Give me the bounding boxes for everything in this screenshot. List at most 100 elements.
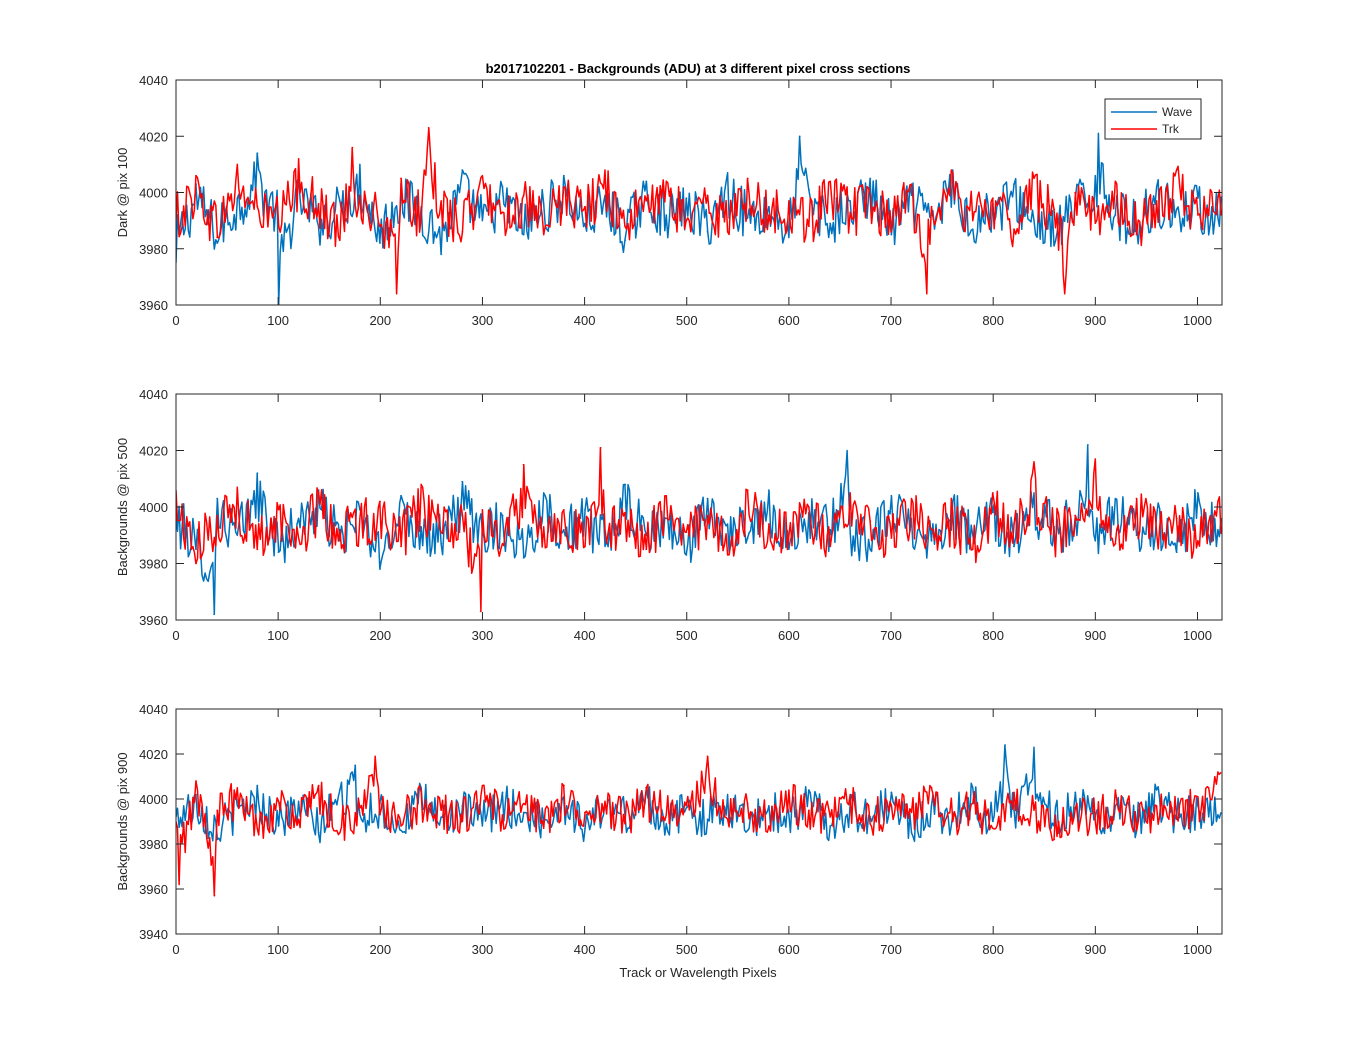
data-point-wave (584, 509, 586, 511)
data-point-trk (502, 814, 504, 816)
data-point-trk (359, 194, 361, 196)
x-tick-label: 1000 (1183, 313, 1212, 328)
data-point-wave (1033, 746, 1035, 748)
x-tick-label: 400 (574, 628, 596, 643)
data-point-wave (1176, 551, 1178, 553)
data-point-wave (645, 180, 647, 182)
data-point-trk (257, 548, 259, 551)
x-axis-label: Track or Wavelength Pixels (619, 965, 777, 980)
data-point-wave (277, 551, 279, 553)
data-point-trk (427, 127, 429, 129)
data-point-trk (727, 231, 729, 233)
data-point-wave (236, 534, 238, 536)
data-point-trk (727, 554, 729, 556)
data-point-trk (257, 206, 259, 208)
data-point-trk (277, 225, 279, 227)
data-point-wave (767, 489, 770, 491)
data-point-trk (216, 514, 218, 517)
y-axis-label: Dark @ pix 100 (115, 148, 130, 238)
data-point-trk (686, 220, 688, 222)
data-point-wave (706, 497, 708, 500)
data-point-wave (910, 832, 913, 834)
data-point-wave (298, 800, 300, 802)
x-tick-label: 0 (172, 628, 179, 643)
data-point-trk (379, 814, 381, 816)
data-point-trk (214, 895, 216, 897)
data-point-wave (767, 805, 770, 807)
data-point-wave (747, 829, 749, 832)
data-point-trk (461, 514, 463, 517)
data-point-trk (441, 531, 443, 534)
data-point-trk (1013, 791, 1015, 793)
y-tick-label: 3960 (139, 298, 168, 313)
x-tick-label: 600 (778, 942, 800, 957)
panel-2: 0 100 200 300 400 500 600 700 800 900 1000 3960 3980… (115, 387, 1223, 643)
data-point-trk (604, 800, 606, 802)
y-tick-label: 4040 (139, 387, 168, 402)
data-point-wave (706, 818, 708, 820)
y-tick-label: 4000 (139, 186, 168, 201)
data-point-trk (992, 827, 994, 829)
data-point-trk (604, 169, 606, 171)
data-point-wave (195, 793, 197, 796)
x-tick-label: 700 (880, 313, 902, 328)
y-tick-label: 4020 (139, 747, 168, 762)
x-tick-label: 800 (982, 628, 1004, 643)
data-point-wave (1033, 492, 1035, 494)
x-tick-label: 1000 (1183, 628, 1212, 643)
data-point-wave (808, 789, 810, 791)
data-point-wave (788, 236, 790, 239)
data-point-trk (563, 186, 565, 188)
data-point-wave (400, 495, 402, 497)
data-point-wave (257, 784, 259, 787)
data-point-wave (216, 242, 218, 244)
data-point-trk (318, 203, 320, 205)
data-point-trk (543, 526, 545, 528)
data-point-trk (931, 529, 933, 531)
data-point-trk (396, 293, 398, 295)
data-point-trk (1033, 461, 1035, 463)
data-point-wave (1013, 809, 1015, 811)
x-tick-label: 900 (1084, 313, 1106, 328)
data-point-trk (420, 217, 422, 219)
legend-label-trk: Trk (1162, 122, 1180, 136)
data-point-trk (1156, 805, 1158, 807)
y-tick-label: 3980 (139, 837, 168, 852)
data-point-wave (1115, 497, 1117, 500)
data-point-wave (522, 811, 524, 814)
data-point-wave (890, 495, 892, 497)
data-point-wave (1094, 175, 1096, 177)
x-tick-label: 300 (472, 313, 494, 328)
data-point-wave (481, 220, 483, 222)
data-point-wave (584, 827, 586, 829)
series-line-trk (176, 127, 1222, 295)
data-point-trk (400, 545, 402, 548)
data-point-trk (1064, 293, 1066, 295)
data-point-trk (1013, 228, 1015, 230)
data-point-trk (747, 177, 749, 179)
data-point-wave (1156, 789, 1158, 791)
data-point-trk (747, 802, 749, 805)
data-point-trk (298, 818, 300, 820)
data-point-trk (236, 486, 238, 488)
data-point-wave (461, 805, 463, 807)
x-tick-label: 500 (676, 313, 698, 328)
data-point-trk (600, 447, 602, 449)
data-point-trk (359, 807, 361, 809)
data-point-wave (195, 548, 197, 551)
data-point-wave (1033, 220, 1035, 222)
data-point-trk (441, 809, 443, 811)
data-point-wave (665, 823, 667, 825)
data-point-trk (1115, 789, 1117, 791)
data-point-trk (195, 562, 197, 565)
data-point-wave (502, 791, 504, 793)
data-point-wave (379, 802, 381, 805)
data-point-trk (1074, 191, 1076, 194)
data-point-wave (1135, 534, 1137, 536)
data-point-wave (420, 526, 422, 528)
data-point-wave (354, 764, 356, 766)
x-tick-label: 400 (574, 942, 596, 957)
data-point-trk (502, 543, 504, 545)
data-point-wave (870, 177, 872, 179)
